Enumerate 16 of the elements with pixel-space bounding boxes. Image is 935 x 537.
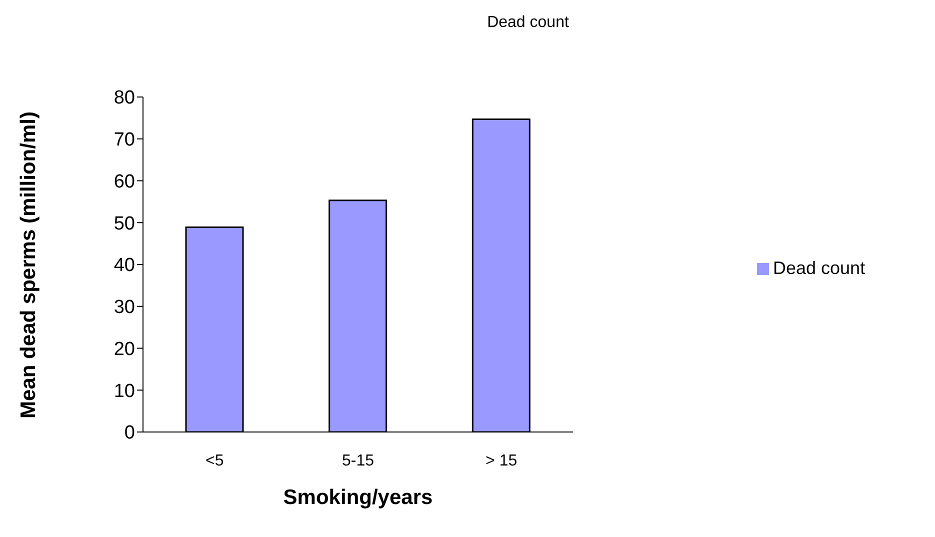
- x-tick-label: > 15: [486, 452, 518, 470]
- y-tick-label: 70: [114, 130, 135, 151]
- x-axis-title: Smoking/years: [283, 486, 433, 509]
- y-tick-label: 50: [114, 213, 135, 234]
- legend-label: Dead count: [773, 258, 866, 278]
- x-tick-label: <5: [206, 452, 224, 470]
- y-tick-label: 0: [124, 422, 135, 444]
- y-tick-label: 20: [114, 338, 135, 360]
- y-tick-label: 40: [114, 255, 135, 276]
- y-tick-label: 60: [114, 171, 135, 192]
- y-tick-label: 80: [114, 88, 135, 109]
- y-axis-title: Mean dead sperms (million/ml): [17, 112, 40, 418]
- y-tick-label: 30: [114, 297, 135, 318]
- y-tick-label: 10: [114, 380, 135, 402]
- chart-title: Dead count: [486, 14, 570, 32]
- x-tick-label: 5-15: [342, 452, 374, 470]
